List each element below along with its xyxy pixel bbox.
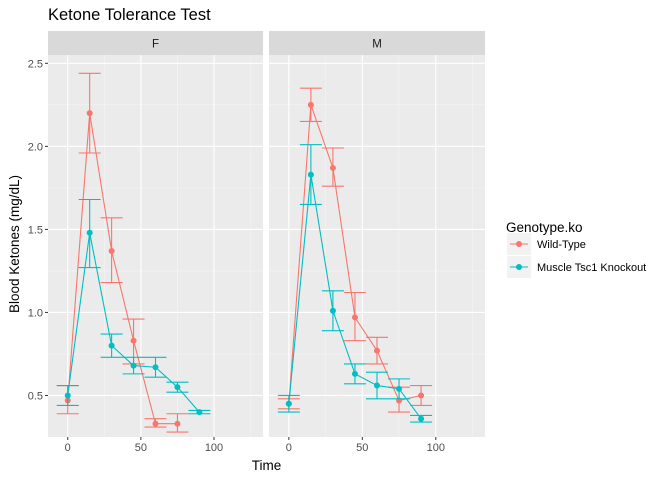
x-tick-label: 0 bbox=[65, 442, 71, 454]
data-point bbox=[285, 400, 292, 407]
data-point bbox=[351, 370, 358, 377]
series-line bbox=[67, 113, 178, 425]
data-point bbox=[329, 307, 336, 314]
legend-entry-knockout: Muscle Tsc1 Knockout bbox=[507, 256, 646, 278]
data-point bbox=[396, 385, 403, 392]
facet-panel-M: M 0 50 100 bbox=[269, 31, 485, 454]
data-point bbox=[329, 164, 336, 171]
facet-strip bbox=[48, 31, 263, 55]
legend-entry-label: Muscle Tsc1 Knockout bbox=[537, 262, 646, 274]
data-point bbox=[418, 392, 425, 399]
legend-title: Genotype.ko bbox=[506, 220, 583, 235]
x-tick-label: 100 bbox=[427, 442, 445, 454]
legend-key-point bbox=[516, 264, 522, 270]
data-point bbox=[152, 364, 159, 371]
panel-background bbox=[48, 55, 263, 437]
legend: Genotype.ko Wild-Type Muscle Tsc1 Knockou… bbox=[506, 220, 646, 278]
facet-strip bbox=[269, 31, 485, 55]
series-knockout-M bbox=[277, 144, 433, 423]
data-point bbox=[174, 420, 181, 427]
data-point bbox=[152, 420, 159, 427]
facet-strip-label: M bbox=[372, 39, 382, 51]
data-point bbox=[108, 247, 115, 254]
data-point bbox=[307, 101, 314, 108]
data-point bbox=[108, 342, 115, 349]
y-tick-label: 2.0 bbox=[28, 141, 43, 153]
data-point bbox=[86, 110, 93, 117]
y-tick-label: 0.5 bbox=[28, 390, 43, 402]
data-point bbox=[196, 409, 203, 416]
data-point bbox=[130, 362, 137, 369]
data-point bbox=[418, 415, 425, 422]
x-tick-label: 100 bbox=[205, 442, 223, 454]
data-point bbox=[174, 384, 181, 391]
x-axis-label: Time bbox=[252, 458, 282, 473]
data-point bbox=[351, 314, 358, 321]
legend-entry-label: Wild-Type bbox=[537, 239, 586, 251]
legend-key-point bbox=[516, 241, 522, 247]
facet-panel-F: F 0 50 100 0.5 1.0 1.5 2.0 2.5 bbox=[28, 31, 263, 454]
y-tick-label: 1.5 bbox=[28, 224, 43, 236]
x-tick-label: 50 bbox=[356, 442, 368, 454]
facet-panels: F 0 50 100 0.5 1.0 1.5 2.0 2.5 M 0 50 100 bbox=[28, 31, 485, 454]
x-tick-label: 0 bbox=[286, 442, 292, 454]
series-wild-type-F bbox=[56, 72, 189, 433]
data-point bbox=[374, 347, 380, 354]
legend-entry-wild-type: Wild-Type bbox=[507, 233, 586, 255]
y-tick-label: 2.5 bbox=[28, 58, 43, 70]
data-point bbox=[86, 229, 93, 236]
y-tick-label: 1.0 bbox=[28, 307, 43, 319]
chart-title: Ketone Tolerance Test bbox=[48, 6, 211, 24]
series-knockout-F bbox=[56, 198, 211, 416]
x-tick-label: 50 bbox=[135, 442, 147, 454]
data-point bbox=[130, 337, 137, 344]
y-axis-label: Blood Ketones (mg/dL) bbox=[7, 175, 22, 313]
facet-strip-label: F bbox=[152, 39, 159, 51]
data-point bbox=[374, 382, 380, 389]
data-point bbox=[64, 392, 71, 399]
data-point bbox=[307, 171, 314, 178]
